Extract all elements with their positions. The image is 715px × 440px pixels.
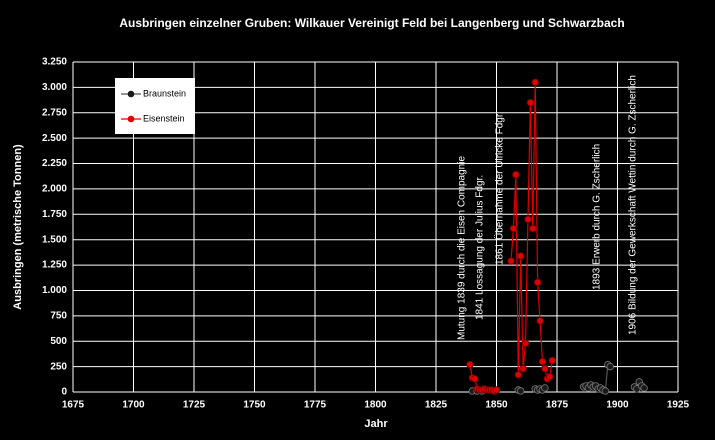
data-point — [640, 384, 648, 392]
legend-marker — [127, 90, 135, 98]
data-point — [526, 98, 535, 107]
data-point — [529, 224, 537, 233]
x-tick-label: 1850 — [485, 400, 508, 411]
data-point — [531, 78, 539, 87]
data-point — [533, 278, 542, 287]
x-tick-label: 1875 — [546, 400, 569, 411]
data-point — [606, 362, 614, 371]
y-tick-label: 1.250 — [42, 260, 67, 271]
data-point — [524, 215, 532, 224]
data-point — [546, 373, 554, 381]
chart-title: Ausbringen einzelner Gruben: Wilkauer Ve… — [119, 16, 624, 30]
y-tick-label: 2.500 — [42, 133, 67, 144]
y-axis-label: Ausbringen (metrische Tonnen) — [12, 144, 24, 310]
y-tick-label: 2.000 — [42, 184, 67, 195]
data-point — [517, 387, 525, 395]
data-point — [601, 387, 610, 395]
data-point — [536, 317, 544, 325]
data-point — [519, 364, 527, 373]
y-tick-label: 3.250 — [42, 57, 67, 68]
data-point — [548, 356, 556, 365]
annotation: Mutung 1839 durch die Eisen Compagnie — [457, 156, 468, 340]
y-tick-label: 250 — [50, 361, 67, 372]
y-tick-label: 1.750 — [42, 209, 67, 220]
x-tick-label: 1750 — [243, 400, 266, 411]
data-point — [521, 339, 530, 347]
data-point — [471, 375, 479, 383]
data-point — [514, 371, 522, 379]
x-tick-label: 1925 — [667, 400, 690, 411]
data-point — [538, 357, 547, 366]
x-tick-label: 1675 — [62, 400, 85, 411]
annotation: 1893 Erwerb durch G. Zscherlich — [592, 144, 603, 290]
legend-box — [115, 78, 195, 134]
data-point — [517, 252, 525, 260]
data-point — [541, 384, 549, 392]
y-tick-label: 2.750 — [42, 107, 67, 118]
data-point — [512, 171, 520, 179]
data-point — [466, 360, 474, 369]
y-tick-label: 3.000 — [42, 82, 67, 93]
x-tick-label: 1800 — [364, 400, 387, 411]
data-point — [509, 224, 518, 233]
data-point — [541, 364, 549, 373]
y-tick-label: 750 — [50, 310, 67, 321]
legend-label: Braunstein — [143, 88, 186, 98]
x-tick-label: 1700 — [122, 400, 145, 411]
y-tick-label: 1.500 — [42, 234, 67, 245]
data-point — [492, 386, 501, 394]
annotation: 1841 Lossagung der Julius Fdgr. — [475, 175, 486, 320]
y-tick-label: 0 — [61, 387, 67, 398]
x-axis-label: Jahr — [364, 418, 388, 430]
legend-marker — [127, 115, 135, 123]
x-tick-label: 1825 — [425, 400, 448, 411]
x-tick-label: 1725 — [183, 400, 206, 411]
x-tick-label: 1775 — [304, 400, 327, 411]
legend-label: Eisenstein — [143, 113, 185, 123]
data-point — [507, 257, 515, 265]
annotation: 1906 Bildung der Gewerkschaft Wettin dur… — [628, 75, 639, 335]
annotation: 1861 Übernahme der Ulricke Fdgr. — [494, 112, 506, 265]
y-tick-label: 500 — [50, 336, 67, 347]
y-tick-label: 1.000 — [42, 285, 67, 296]
x-tick-label: 1900 — [606, 400, 629, 411]
y-tick-label: 2.250 — [42, 158, 67, 169]
